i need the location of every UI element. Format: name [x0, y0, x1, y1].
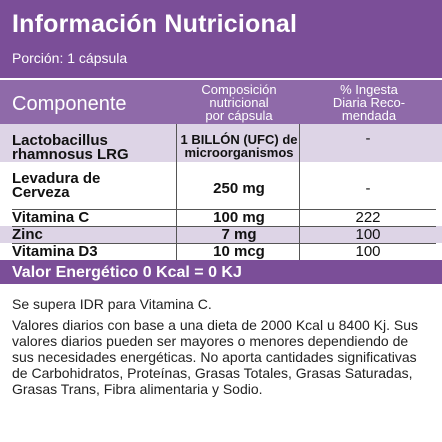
column-header-band	[0, 80, 442, 124]
row-name-line: Levadura de	[12, 170, 101, 187]
footnote: Se supera IDR para Vitamina C.	[12, 296, 212, 312]
column-divider	[176, 124, 177, 260]
row-name-line: rhamnosus LRG	[12, 146, 129, 163]
row-name: Levadura de Cerveza	[12, 170, 101, 201]
row-name-line: Cerveza	[12, 184, 70, 201]
column-header-percent-line: % Ingesta	[340, 82, 398, 97]
row-amount: 1 BILLÓN (UFC) de microorganismos	[178, 133, 300, 159]
column-divider	[299, 124, 300, 260]
row-divider	[12, 243, 436, 244]
column-header-composition-line: Composición	[201, 82, 277, 97]
row-name: Lactobacillus rhamnosus LRG	[12, 132, 129, 163]
header-band: Información Nutricional Porción: 1 cápsu…	[0, 0, 442, 78]
row-amount: 100 mg	[213, 209, 265, 226]
row-name: Vitamina D3	[12, 243, 98, 260]
row-divider	[12, 209, 436, 210]
row-name: Zinc	[12, 226, 43, 243]
row-name-line: Lactobacillus	[12, 132, 108, 149]
column-header-percent: % Ingesta Diaria Reco- mendada	[302, 83, 436, 122]
table-row	[0, 124, 442, 162]
row-percent: 222	[355, 209, 381, 226]
footnote: Valores diarios con base a una dieta de …	[12, 317, 419, 397]
nutrition-table: Lactobacillus rhamnosus LRG 1 BILLÓN (UF…	[0, 124, 442, 260]
column-header-composition-line: nutricional	[209, 95, 269, 110]
row-amount: 10 mcg	[213, 243, 265, 260]
row-percent: 100	[355, 243, 381, 260]
column-header-percent-line: mendada	[341, 108, 397, 123]
column-header-component: Componente	[12, 93, 127, 115]
energy-value: Valor Energético 0 Kcal = 0 KJ	[12, 264, 242, 281]
row-percent: -	[365, 130, 371, 147]
row-percent: 100	[355, 226, 381, 243]
row-divider	[12, 226, 436, 227]
portion-label: Porción: 1 cápsula	[12, 50, 128, 66]
row-percent: -	[365, 180, 371, 197]
column-header-composition-line: por cápsula	[205, 108, 273, 123]
energy-value-bar: Valor Energético 0 Kcal = 0 KJ	[0, 260, 442, 284]
column-header-percent-line: Diaria Reco-	[332, 95, 406, 110]
row-amount: 7 mg	[221, 226, 257, 243]
row-amount-line: microorganismos	[184, 145, 294, 160]
column-header-composition: Composición nutricional por cápsula	[180, 83, 298, 122]
row-amount-line: 1 BILLÓN (UFC) de	[180, 132, 298, 147]
row-name: Vitamina C	[12, 209, 90, 226]
panel-title: Información Nutricional	[12, 10, 298, 38]
footnotes: Se supera IDR para Vitamina C. Valores d…	[12, 296, 432, 402]
row-amount: 250 mg	[213, 180, 265, 197]
table-row	[0, 226, 442, 243]
